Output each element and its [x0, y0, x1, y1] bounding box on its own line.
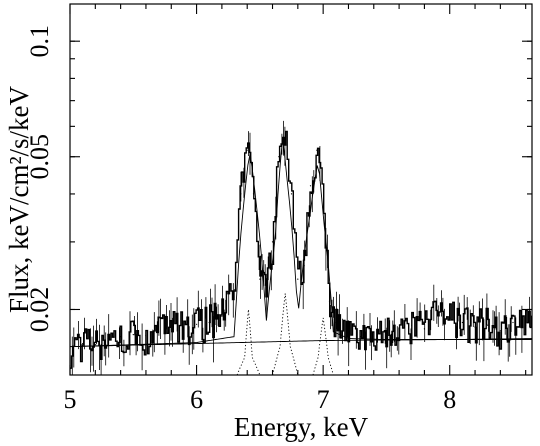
data-point [512, 321, 514, 324]
data-point [316, 149, 318, 151]
data-point [309, 185, 312, 187]
data-point [335, 321, 337, 324]
data-point [221, 315, 223, 317]
data-point [436, 313, 438, 315]
data-point [398, 328, 400, 330]
data-point [278, 156, 280, 158]
data-point [347, 334, 350, 336]
plot-area [70, 120, 532, 375]
data-point [246, 149, 248, 151]
data-point [183, 326, 185, 328]
data-point [120, 336, 122, 338]
x-axis-label: Energy, keV [234, 412, 369, 442]
data-point [259, 278, 261, 280]
data-point [328, 300, 331, 302]
x-tick-label: 5 [64, 385, 77, 414]
data-point [265, 293, 267, 295]
plot-frame [69, 3, 533, 376]
data-point [373, 340, 375, 343]
line-component-5 [312, 317, 334, 375]
data-point [170, 328, 172, 330]
data-point [297, 278, 299, 280]
data-point [252, 193, 255, 195]
data-series-histogram [70, 130, 532, 369]
y-tick-label: 0.1 [25, 25, 54, 58]
data-point [474, 326, 476, 328]
data-point [461, 321, 463, 324]
data-point [132, 334, 134, 336]
data-point [284, 131, 286, 133]
data-point [525, 324, 527, 326]
data-point [360, 336, 362, 338]
y-axis-label: Flux, keV/cm²/s/keV [4, 85, 34, 313]
data-point [411, 324, 413, 326]
data-point [107, 337, 109, 340]
data-point [94, 344, 96, 346]
data-point [423, 328, 425, 330]
data-point [499, 330, 501, 332]
data-point [208, 321, 210, 324]
data-point [145, 335, 147, 337]
y-tick-label: 0.02 [25, 287, 54, 333]
data-point [449, 317, 451, 319]
data-point [290, 193, 293, 195]
x-tick-label: 7 [317, 385, 330, 414]
data-point [233, 289, 236, 291]
data-point [240, 193, 242, 195]
data-point [385, 331, 387, 333]
line-component-4 [272, 293, 299, 375]
y-tick-label: 0.05 [25, 134, 54, 180]
data-point [196, 323, 198, 325]
data-point [158, 331, 160, 333]
data-point [82, 343, 84, 345]
x-tick-label: 8 [443, 385, 456, 414]
data-point [271, 241, 274, 243]
continuum-component [70, 338, 532, 348]
data-point [303, 265, 305, 267]
data-point [487, 324, 489, 326]
x-tick-label: 6 [190, 385, 203, 414]
axes: 5 6 7 8 0.02 0.05 0.1 [25, 3, 533, 414]
